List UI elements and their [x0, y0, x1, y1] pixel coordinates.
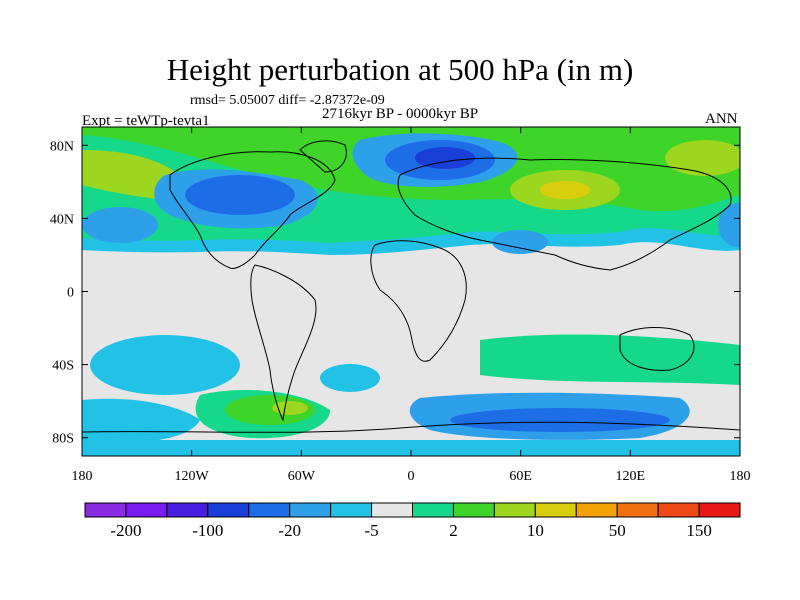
colorbar-swatch [616, 502, 659, 518]
colorbar-label: 10 [527, 521, 544, 540]
colorbar-swatch [493, 502, 536, 518]
colorbar: -200 -100 -20 -5 2 10 50 150 [84, 502, 741, 540]
contour-cyan-sw [82, 398, 200, 445]
lon-tick-label: 180 [730, 469, 751, 484]
contour-deepblue-southern-ocean [450, 408, 670, 432]
colorbar-swatch [207, 502, 250, 518]
lon-tick-label: 0 [408, 469, 415, 484]
lat-tick-label: 0 [67, 286, 74, 301]
period-text: 2716kyr BP - 0000kyr BP [322, 106, 479, 122]
lon-ticks: 180 120W 60W 0 60E 120E 180 [72, 127, 751, 484]
lon-tick-label: 120E [616, 469, 646, 484]
contour-cyan-antarctica [82, 440, 740, 456]
africa-coast [370, 240, 467, 362]
colorbar-label: -20 [278, 521, 301, 540]
antarctica-coast [82, 421, 740, 433]
colorbar-swatch [575, 502, 618, 518]
contour-yellow-asia [540, 181, 590, 199]
rmsd-text: rmsd= 5.05007 diff= -2.87372e-09 [190, 93, 385, 108]
colorbar-swatch [412, 502, 454, 518]
colorbar-swatch [452, 502, 495, 518]
coastlines [82, 140, 740, 433]
australia-coast [619, 327, 695, 371]
contour-cyan-south-atlantic [320, 364, 380, 392]
contour-teal-south [480, 334, 740, 385]
colorbar-label: -100 [192, 521, 223, 540]
colorbar-swatch [166, 502, 209, 518]
contour-cyan-south-pacific [90, 335, 240, 395]
colorbar-label: 150 [686, 521, 712, 540]
colorbar-swatch [289, 502, 332, 518]
colorbar-swatch [371, 502, 413, 518]
lon-tick-label: 180 [72, 469, 93, 484]
colorbar-label: 2 [449, 521, 458, 540]
contour-fields [82, 127, 740, 456]
lon-tick-label: 120W [175, 469, 210, 484]
season-text: ANN [705, 111, 738, 127]
contour-blue-pacific [82, 207, 158, 243]
lon-tick-label: 60W [288, 469, 316, 484]
colorbar-swatch [248, 502, 291, 518]
contour-core-atlantic [415, 147, 475, 169]
colorbar-label: -200 [110, 521, 141, 540]
greenland-coast [299, 140, 347, 173]
experiment-text: Expt = teWTp-tevta1 [82, 113, 210, 129]
contour-blue-east [718, 203, 740, 247]
lat-tick-label: 40S [52, 359, 74, 374]
colorbar-swatch [534, 502, 577, 518]
contour-lime-south-america [272, 401, 308, 415]
south-america-coast [250, 264, 317, 422]
contour-lime-ne [665, 140, 740, 176]
colorbar-swatch [125, 502, 168, 518]
colorbar-swatch [698, 502, 741, 518]
eurasia-coast [397, 157, 732, 271]
contour-blue-eurasia [492, 230, 548, 254]
colorbar-label: -5 [364, 521, 378, 540]
lon-tick-label: 60E [509, 469, 532, 484]
lat-ticks: 80N 40N 0 40S 80S [50, 139, 740, 447]
lat-tick-label: 40N [50, 212, 74, 227]
north-america-coast [169, 151, 336, 269]
colorbar-swatch [330, 502, 373, 518]
contour-deepblue-na [185, 175, 295, 215]
plot-title: Height perturbation at 500 hPa (in m) [166, 52, 634, 87]
colorbar-swatch [84, 502, 127, 518]
colorbar-label: 50 [609, 521, 626, 540]
lat-tick-label: 80N [50, 139, 74, 154]
colorbar-swatch [657, 502, 700, 518]
lat-tick-label: 80S [52, 432, 74, 447]
